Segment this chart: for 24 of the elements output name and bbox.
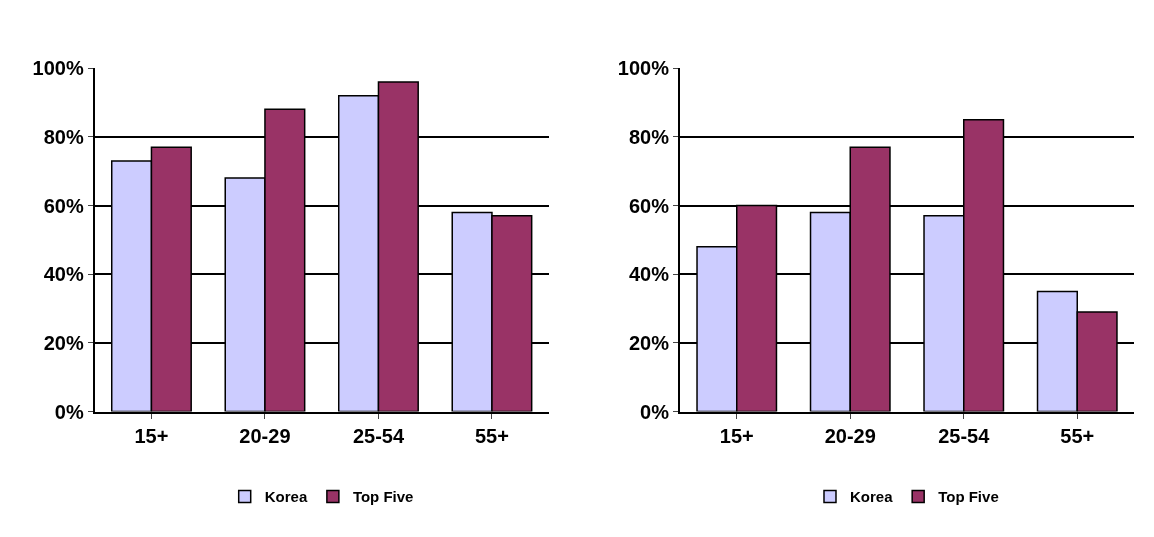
y-tick-label: 100% bbox=[32, 57, 84, 80]
y-tick-label: 0% bbox=[54, 400, 84, 423]
legend-label: Korea bbox=[264, 488, 308, 506]
x-tick-label: 55+ bbox=[474, 424, 509, 447]
x-tick-label: 20-29 bbox=[824, 424, 876, 447]
legend-label: Top Five bbox=[352, 488, 414, 506]
y-tick-label: 100% bbox=[617, 57, 670, 80]
x-tick-label: 15+ bbox=[719, 424, 754, 447]
x-tick-label: 25-54 bbox=[352, 424, 405, 447]
x-tick-label: 20-29 bbox=[239, 424, 291, 447]
y-tick-label: 0% bbox=[640, 400, 670, 423]
x-tick-label: 15+ bbox=[134, 424, 169, 447]
y-tick-label: 80% bbox=[628, 125, 670, 148]
x-tick-label: 55+ bbox=[1060, 424, 1095, 447]
y-tick-label: 40% bbox=[43, 263, 84, 286]
y-tick-label: 60% bbox=[43, 194, 84, 217]
y-tick-label: 80% bbox=[43, 125, 84, 148]
legend-label: Korea bbox=[849, 488, 894, 506]
y-tick-label: 40% bbox=[628, 263, 670, 286]
legend-label: Top Five bbox=[938, 488, 999, 506]
x-tick-label: 25-54 bbox=[938, 424, 991, 447]
y-tick-label: 20% bbox=[43, 331, 84, 354]
y-tick-label: 20% bbox=[628, 331, 670, 354]
y-tick-label: 60% bbox=[628, 194, 670, 217]
